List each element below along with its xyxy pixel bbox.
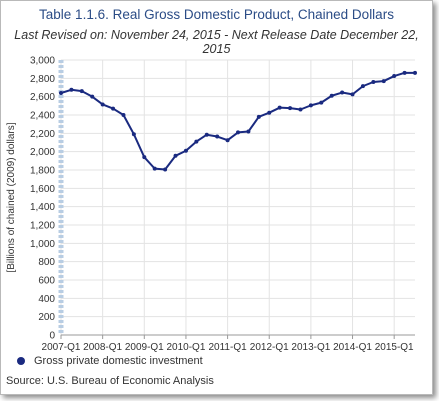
y-tick-label: 400 <box>38 294 55 305</box>
y-axis-title: [Billions of chained (2009) dollars] <box>6 122 17 272</box>
data-point <box>277 105 282 110</box>
data-point <box>215 134 220 139</box>
x-tick-label: 2015-Q1 <box>375 342 414 353</box>
data-point <box>59 91 63 95</box>
data-point <box>402 70 407 75</box>
data-point <box>204 132 209 137</box>
y-tick-label: 2,000 <box>30 147 55 158</box>
data-point <box>152 166 157 171</box>
data-point <box>308 103 313 108</box>
y-tick-label: 1,800 <box>30 166 55 177</box>
data-point <box>69 87 74 92</box>
data-point <box>267 110 272 115</box>
x-tick-label: 2007-Q1 <box>42 342 81 353</box>
data-point <box>329 93 334 98</box>
data-point <box>121 113 126 117</box>
data-point <box>392 74 397 79</box>
chart-legend[interactable]: Gross private domestic investment <box>17 355 203 367</box>
x-tick-label: 2012-Q1 <box>250 342 289 353</box>
data-point <box>131 132 136 137</box>
y-tick-label: 600 <box>38 276 55 287</box>
y-tick-label: 3,000 <box>30 56 55 67</box>
data-point <box>79 89 84 94</box>
data-point <box>225 138 230 143</box>
y-tick-label: 1,000 <box>30 239 55 250</box>
data-point <box>256 114 261 119</box>
data-point <box>142 155 147 160</box>
data-point <box>246 129 251 134</box>
data-point <box>100 102 105 107</box>
x-tick-label: 2009-Q1 <box>125 342 164 353</box>
data-point <box>236 130 240 135</box>
data-point <box>350 92 355 97</box>
data-point <box>194 139 199 144</box>
y-tick-label: 800 <box>38 257 55 268</box>
data-point <box>183 148 188 153</box>
data-point <box>298 107 303 112</box>
data-point <box>288 106 293 111</box>
y-tick-label: 2,200 <box>30 129 55 140</box>
data-point <box>111 106 116 111</box>
x-tick-label: 2008-Q1 <box>83 342 122 353</box>
x-tick-label: 2011-Q1 <box>208 342 247 353</box>
data-point <box>163 167 168 172</box>
y-tick-label: 1,600 <box>30 184 55 195</box>
data-point <box>340 90 345 95</box>
plot-area <box>61 60 415 335</box>
legend-marker <box>17 357 25 365</box>
data-point <box>360 84 365 89</box>
data-point <box>173 153 178 158</box>
y-tick-label: 1,200 <box>30 221 55 232</box>
chart-title: Table 1.1.6. Real Gross Domestic Product… <box>39 7 394 22</box>
data-point <box>90 94 95 99</box>
y-tick-label: 2,600 <box>30 92 55 103</box>
y-tick-label: 2,400 <box>30 111 55 122</box>
y-tick-label: 0 <box>49 331 55 342</box>
y-tick-label: 1,400 <box>30 202 55 213</box>
legend-label: Gross private domestic investment <box>34 355 203 367</box>
data-point <box>413 70 417 75</box>
source-note: Source: U.S. Bureau of Economic Analysis <box>6 375 214 387</box>
data-point <box>381 79 386 84</box>
x-tick-label: 2010-Q1 <box>166 342 205 353</box>
data-point <box>371 80 376 84</box>
data-point <box>319 100 324 105</box>
x-tick-label: 2014-Q1 <box>333 342 372 353</box>
y-tick-label: 2,800 <box>30 74 55 85</box>
y-tick-label: 200 <box>38 312 55 323</box>
chart-subtitle: Last Revised on: November 24, 2015 - Nex… <box>14 28 419 56</box>
x-tick-label: 2013-Q1 <box>291 342 330 353</box>
